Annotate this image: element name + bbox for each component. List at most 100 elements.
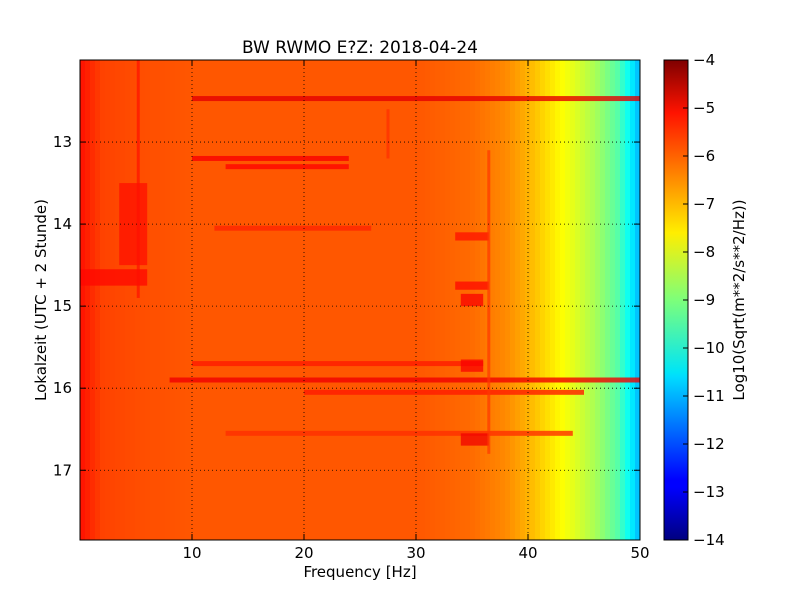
- spectrogram-cell: [510, 60, 516, 540]
- colorbar-tick-label: −5: [693, 99, 715, 117]
- spectrogram-cell: [555, 60, 561, 540]
- spectrogram-cell: [145, 60, 151, 540]
- spectrogram-cell: [200, 60, 206, 540]
- spectrogram-cell: [320, 60, 326, 540]
- y-axis-label: Lokalzeit (UTC + 2 Stunde): [32, 199, 50, 401]
- colorbar-tick-label: −10: [693, 339, 725, 357]
- spectrogram-cell: [375, 60, 381, 540]
- x-axis-ticks: 10 20 30 40 50: [182, 60, 650, 562]
- spectrogram-streak: [225, 430, 573, 436]
- spectrogram-cell: [430, 60, 436, 540]
- spectrogram-cell: [420, 60, 426, 540]
- spectrogram-streak: [192, 361, 484, 367]
- spectrogram-cell: [390, 60, 396, 540]
- colorbar-tick-label: −7: [693, 195, 715, 213]
- spectrogram-cell: [620, 60, 626, 540]
- spectrogram-cell: [605, 60, 611, 540]
- spectrogram-patch: [80, 269, 148, 286]
- spectrogram-streak: [304, 389, 584, 395]
- spectrogram-cell: [255, 60, 261, 540]
- spectrogram-cell: [270, 60, 276, 540]
- spectrogram-cell: [225, 60, 231, 540]
- spectrogram-streak: [225, 164, 349, 170]
- spectrogram-cell: [160, 60, 166, 540]
- spectrogram-cell: [85, 60, 91, 540]
- spectrogram-cell: [565, 60, 571, 540]
- x-tick-label: 50: [630, 544, 649, 562]
- y-tick-label: 14: [53, 215, 72, 233]
- spectrogram-cell: [395, 60, 401, 540]
- colorbar-tick-label: −8: [693, 243, 715, 261]
- spectrogram-cell: [350, 60, 356, 540]
- spectrogram-cell: [310, 60, 316, 540]
- spectrogram-cell: [230, 60, 236, 540]
- spectrogram-cell: [325, 60, 331, 540]
- x-tick-label: 40: [518, 544, 537, 562]
- spectrogram-cell: [245, 60, 251, 540]
- colorbar-tick-label: −4: [693, 51, 715, 69]
- spectrogram-cell: [305, 60, 311, 540]
- spectrogram-cell: [530, 60, 536, 540]
- colorbar-tick-label: −9: [693, 291, 715, 309]
- spectrogram-cell: [265, 60, 271, 540]
- spectrogram-cell: [615, 60, 621, 540]
- y-axis-ticks: 13 14 15 16 17: [53, 133, 640, 479]
- spectrogram-cell: [125, 60, 131, 540]
- spectrogram-patch: [455, 281, 489, 290]
- spectrogram-cell: [285, 60, 291, 540]
- spectrogram-cell: [240, 60, 246, 540]
- spectrogram-cell: [410, 60, 416, 540]
- spectrogram-cell: [115, 60, 121, 540]
- spectrogram-cell: [505, 60, 511, 540]
- spectrogram-patch: [460, 359, 484, 372]
- spectrogram-cell: [490, 60, 496, 540]
- colorbar-label: Log10(Sqrt(m**2/s**2/Hz)): [730, 199, 748, 400]
- spectrogram-cell: [95, 60, 101, 540]
- spectrogram-cell: [130, 60, 136, 540]
- spectrogram-cell: [545, 60, 551, 540]
- spectrogram-patch: [460, 293, 484, 307]
- spectrogram-cell: [445, 60, 451, 540]
- spectrogram-vertical-line: [136, 60, 140, 298]
- colorbar-tick-label: −12: [693, 435, 725, 453]
- spectrogram-cell: [340, 60, 346, 540]
- spectrogram-streak: [169, 377, 640, 383]
- spectrogram-cell: [610, 60, 616, 540]
- spectrogram-cell: [415, 60, 421, 540]
- spectrogram-cell: [575, 60, 581, 540]
- spectrogram-cell: [380, 60, 386, 540]
- spectrogram-cell: [600, 60, 606, 540]
- spectrogram-cell: [590, 60, 596, 540]
- spectrogram-cell: [425, 60, 431, 540]
- spectrogram-cell: [165, 60, 171, 540]
- spectrogram-cell: [180, 60, 186, 540]
- spectrogram-cell: [90, 60, 96, 540]
- spectrogram-cell: [625, 60, 631, 540]
- spectrogram-cell: [150, 60, 156, 540]
- spectrogram-cell: [175, 60, 181, 540]
- spectrogram-cell: [455, 60, 461, 540]
- spectrogram-cell: [550, 60, 556, 540]
- spectrogram-cell: [105, 60, 111, 540]
- spectrogram-patch: [119, 183, 148, 266]
- spectrogram-cell: [155, 60, 161, 540]
- spectrogram-streak: [192, 96, 640, 102]
- spectrogram-cell: [495, 60, 501, 540]
- spectrogram-cell: [580, 60, 586, 540]
- spectrogram-cell: [290, 60, 296, 540]
- spectrogram-cell: [205, 60, 211, 540]
- spectrogram-cell: [250, 60, 256, 540]
- colorbar-tick-label: −6: [693, 147, 715, 165]
- spectrogram-cell: [80, 60, 86, 540]
- spectrogram-cell: [100, 60, 106, 540]
- spectrogram-cell: [585, 60, 591, 540]
- spectrogram-cell: [440, 60, 446, 540]
- spectrogram-streak: [214, 225, 372, 231]
- colorbar-ticks: −4 −5 −6 −7 −8 −9 −10 −11 −12 −13 −14: [683, 51, 725, 549]
- spectrogram-vertical-line: [386, 109, 390, 159]
- spectrogram-cell: [190, 60, 196, 540]
- spectrogram-patch: [455, 232, 489, 241]
- plot-frame: [79, 59, 641, 541]
- spectrogram-cell: [630, 60, 636, 540]
